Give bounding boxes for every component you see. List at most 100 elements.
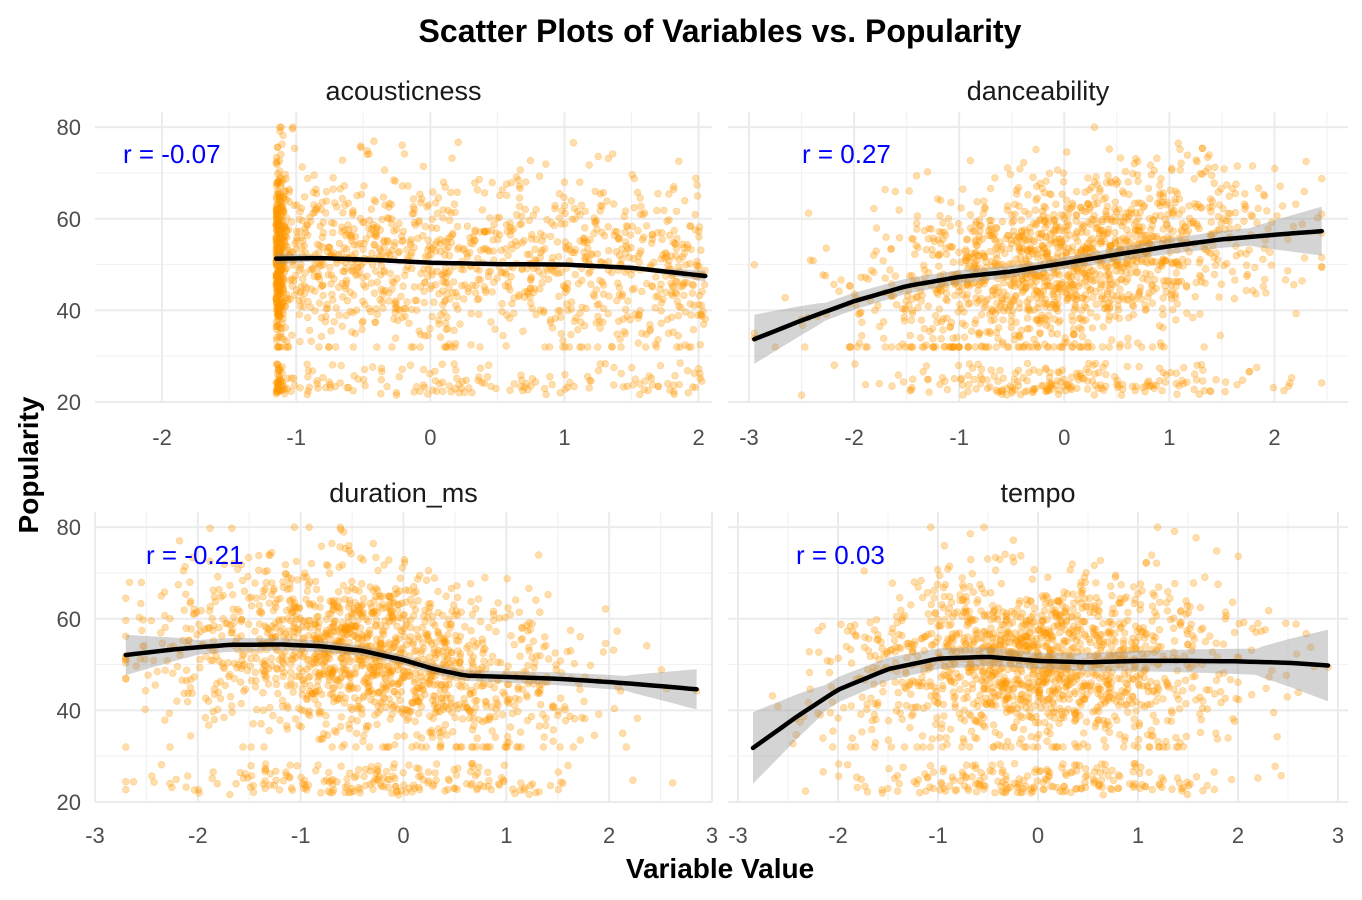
- data-point: [439, 206, 447, 214]
- data-point: [615, 251, 624, 260]
- data-point: [1139, 383, 1147, 392]
- data-point: [275, 248, 283, 256]
- data-point: [431, 367, 439, 375]
- data-point: [381, 201, 389, 209]
- data-point: [954, 361, 963, 370]
- data-point: [447, 188, 455, 197]
- data-point: [394, 316, 402, 325]
- data-point: [561, 283, 569, 291]
- data-point: [315, 275, 324, 283]
- data-point: [801, 343, 809, 351]
- data-point: [447, 584, 456, 593]
- data-point: [296, 337, 304, 346]
- data-point: [614, 234, 623, 242]
- data-point: [489, 247, 497, 255]
- data-point: [991, 309, 1000, 317]
- data-point: [971, 343, 979, 351]
- data-point: [571, 215, 579, 223]
- data-point: [650, 258, 658, 266]
- data-point: [917, 297, 925, 305]
- data-point: [275, 219, 283, 228]
- data-point: [337, 762, 345, 770]
- data-point: [1271, 164, 1279, 173]
- data-point: [273, 387, 281, 395]
- data-point: [1031, 206, 1040, 214]
- data-point: [638, 287, 646, 296]
- data-point: [674, 312, 683, 320]
- data-point: [1077, 314, 1085, 322]
- data-point: [276, 212, 284, 220]
- data-point: [560, 193, 568, 202]
- data-point: [929, 234, 937, 243]
- data-point: [122, 594, 130, 602]
- data-point: [1086, 267, 1095, 276]
- data-point: [658, 235, 666, 244]
- data-point: [1006, 170, 1014, 179]
- data-point: [628, 171, 636, 179]
- data-point: [657, 280, 665, 288]
- data-point: [435, 380, 444, 388]
- data-point: [1078, 333, 1087, 341]
- data-point: [638, 236, 647, 244]
- data-point: [281, 265, 289, 273]
- data-point: [122, 785, 130, 794]
- data-point: [376, 226, 385, 234]
- data-point: [1199, 366, 1207, 374]
- data-point: [274, 689, 282, 698]
- data-point: [498, 268, 507, 277]
- data-point: [317, 788, 325, 797]
- data-point: [585, 384, 593, 392]
- data-point: [283, 214, 291, 222]
- data-point: [400, 150, 409, 158]
- data-point: [509, 225, 518, 233]
- data-point: [983, 295, 992, 303]
- data-point: [394, 249, 402, 257]
- data-point: [410, 219, 419, 227]
- data-point: [212, 652, 221, 660]
- data-point: [476, 276, 484, 284]
- data-point: [525, 790, 533, 799]
- data-point: [1116, 340, 1124, 348]
- data-point: [383, 776, 392, 784]
- data-point: [409, 343, 417, 351]
- data-point: [564, 761, 572, 770]
- data-point: [274, 245, 282, 253]
- data-point: [335, 311, 343, 319]
- data-point: [675, 380, 683, 389]
- data-point: [279, 273, 287, 281]
- data-point: [1228, 267, 1237, 276]
- data-point: [421, 222, 429, 231]
- data-point: [467, 309, 475, 318]
- data-point: [527, 299, 535, 307]
- data-point: [265, 726, 273, 735]
- data-point: [436, 247, 445, 256]
- data-point: [1077, 306, 1086, 315]
- data-point: [546, 319, 555, 327]
- data-point: [151, 681, 160, 689]
- data-point: [1131, 295, 1139, 304]
- data-point: [255, 601, 263, 610]
- data-point: [503, 227, 512, 236]
- data-point: [626, 231, 635, 239]
- data-point: [599, 290, 608, 298]
- data-point: [544, 655, 553, 663]
- data-point: [523, 250, 531, 259]
- data-point: [542, 160, 550, 168]
- data-point: [651, 340, 660, 348]
- data-point: [433, 237, 441, 246]
- data-point: [1023, 314, 1032, 322]
- data-point: [1260, 192, 1269, 200]
- data-point: [559, 343, 567, 351]
- data-point: [619, 315, 627, 323]
- data-point: [275, 276, 283, 284]
- data-point: [278, 264, 286, 272]
- data-point: [322, 305, 330, 313]
- data-point: [274, 315, 283, 324]
- data-point: [274, 381, 283, 390]
- data-point: [283, 374, 291, 383]
- data-point: [1214, 212, 1223, 221]
- data-point: [432, 387, 441, 395]
- data-point: [667, 289, 676, 297]
- x-tick-label: 2: [1268, 425, 1280, 450]
- data-point: [274, 343, 283, 351]
